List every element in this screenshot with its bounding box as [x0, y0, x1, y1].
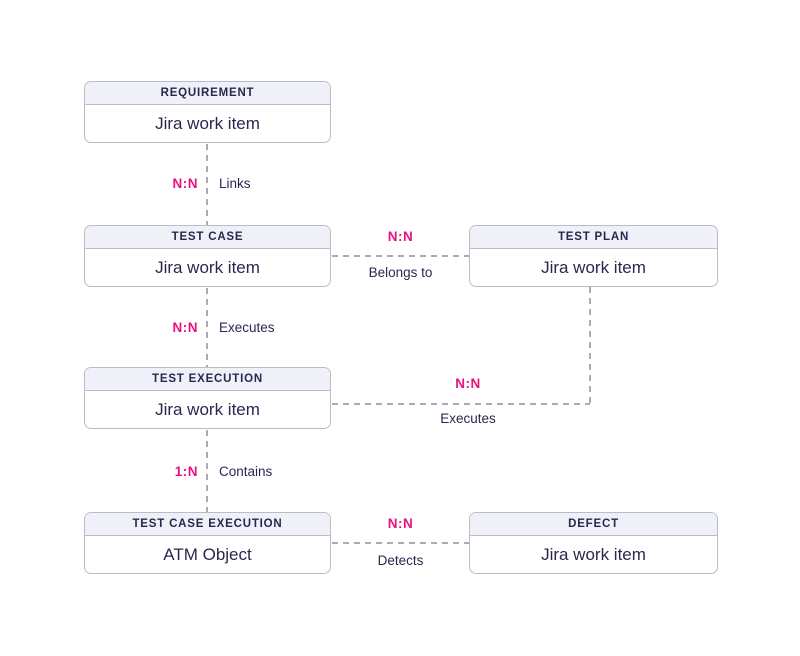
entity-test-case-execution-body: ATM Object: [163, 544, 252, 564]
connector-testcase-testplan: [332, 255, 469, 257]
cardinality-contains: 1:N: [174, 464, 198, 479]
entity-test-plan-body: Jira work item: [541, 257, 646, 277]
relation-label-detects: Detects: [377, 553, 424, 568]
connector-testexecution-testcaseexecution: [206, 430, 208, 512]
entity-test-case-execution-title: TEST CASE EXECUTION: [85, 513, 330, 536]
cardinality-executes-plan: N:N: [455, 376, 481, 391]
relation-label-executes-plan: Executes: [440, 411, 496, 426]
entity-test-execution: TEST EXECUTION Jira work item: [84, 367, 331, 429]
entity-defect-title: DEFECT: [470, 513, 717, 536]
entity-test-plan-title: TEST PLAN: [470, 226, 717, 249]
entity-test-case-body: Jira work item: [155, 257, 260, 277]
relation-label-contains: Contains: [219, 464, 273, 479]
connector-testcase-testexecution: [206, 288, 208, 367]
connector-testcaseexecution-defect: [332, 542, 469, 544]
entity-requirement: REQUIREMENT Jira work item: [84, 81, 331, 143]
relation-label-executes-case: Executes: [219, 320, 275, 335]
relation-label-links: Links: [219, 176, 251, 191]
entity-requirement-title: REQUIREMENT: [85, 82, 330, 105]
entity-defect: DEFECT Jira work item: [469, 512, 718, 574]
connector-testplan-testexecution-horizontal: [332, 403, 590, 405]
connector-requirement-testcase: [206, 144, 208, 225]
entity-test-execution-title: TEST EXECUTION: [85, 368, 330, 391]
entity-test-case-execution: TEST CASE EXECUTION ATM Object: [84, 512, 331, 574]
cardinality-links: N:N: [172, 176, 198, 191]
entity-requirement-body: Jira work item: [155, 113, 260, 133]
relation-label-belongs-to: Belongs to: [368, 265, 433, 280]
entity-defect-body: Jira work item: [541, 544, 646, 564]
entity-test-plan: TEST PLAN Jira work item: [469, 225, 718, 287]
cardinality-executes-case: N:N: [172, 320, 198, 335]
entity-test-case: TEST CASE Jira work item: [84, 225, 331, 287]
cardinality-belongs-to: N:N: [387, 229, 414, 244]
connector-testplan-testexecution-vertical: [589, 287, 591, 404]
entity-test-case-title: TEST CASE: [85, 226, 330, 249]
cardinality-detects: N:N: [387, 516, 414, 531]
entity-test-execution-body: Jira work item: [155, 399, 260, 419]
